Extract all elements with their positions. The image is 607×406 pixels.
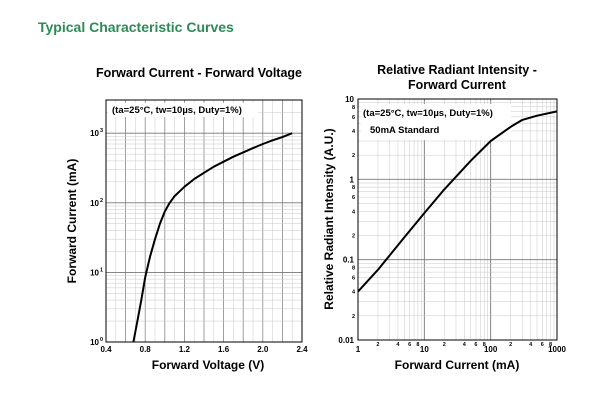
chart2-title-line2: Forward Current <box>408 78 507 92</box>
chart1-xlabel: Forward Voltage (V) <box>152 358 264 372</box>
chart1-y-tick-exponent: 1 <box>100 267 103 273</box>
chart1-annotation-bg <box>108 103 258 117</box>
chart2-y-minor-tick-label: 2 <box>352 153 355 159</box>
section-title: Typical Characteristic Curves <box>38 19 234 35</box>
chart2-x-minor-tick-label: 8 <box>549 342 552 348</box>
chart1-x-tick-label: 0.8 <box>140 345 152 354</box>
chart2-y-tick-label: 0.01 <box>338 336 354 345</box>
chart-forward-current-voltage: Forward Current - Forward Voltage 0.4 0.8… <box>65 66 308 372</box>
chart2-x-minor-tick-label: 2 <box>509 342 512 348</box>
chart2-x-tick-label: 1000 <box>548 345 566 354</box>
chart1-y-tick-exponent: 2 <box>100 198 103 204</box>
chart1-y-tick-exponent: 3 <box>100 128 103 134</box>
chart2-y-minor-tick-label: 8 <box>352 265 355 271</box>
chart1-x-tick-label: 2.0 <box>257 345 269 354</box>
chart1-title: Forward Current - Forward Voltage <box>96 66 302 80</box>
chart2-title-line1: Relative Radiant Intensity - <box>377 63 537 77</box>
chart2-series <box>357 110 558 293</box>
chart2-annotation-standard: 50mA Standard <box>370 125 440 136</box>
chart2-x-minor-tick-label: 4 <box>396 342 400 348</box>
chart1-y-tick-label: 10 <box>90 338 99 347</box>
chart2-ylabel: Relative Radiant Intensity (A.U.) <box>322 128 336 309</box>
chart2-y-minor-tick-label: 4 <box>352 290 356 296</box>
chart-relative-intensity-current: Relative Radiant Intensity - Forward Cur… <box>322 63 566 372</box>
chart2-annotation-bg <box>361 104 511 140</box>
chart1-y-tick-label: 10 <box>90 129 99 138</box>
chart1-series <box>132 132 293 343</box>
chart1-series-line <box>132 132 293 343</box>
chart2-x-minor-tick-label: 6 <box>408 342 411 348</box>
chart1-x-tick-label: 2.4 <box>296 345 308 354</box>
chart2-y-tick-label: 0.1 <box>343 256 355 265</box>
chart2-series-line <box>357 110 558 293</box>
chart1-plot-frame <box>105 99 303 343</box>
chart2-y-minor-tick-label: 4 <box>352 129 356 135</box>
chart2-x-minor-tick-label: 4 <box>529 342 533 348</box>
chart2-x-minor-tick-label: 6 <box>474 342 477 348</box>
chart2-y-minor-tick-label: 4 <box>352 209 356 215</box>
chart2-y-minor-tick-label: 2 <box>352 314 355 320</box>
chart2-y-ticks: 0.01 0.1 1 10 2 4 6 8 2 4 6 8 2 4 6 8 <box>338 95 356 345</box>
chart2-y-minor-tick-label: 8 <box>352 185 355 191</box>
chart2-y-minor-tick-label: 8 <box>352 105 355 111</box>
chart2-y-minor-tick-label: 6 <box>352 115 355 121</box>
chart2-x-minor-tick-label: 8 <box>416 342 419 348</box>
chart1-grid <box>106 100 302 342</box>
chart2-x-minor-tick-label: 8 <box>483 342 486 348</box>
chart2-annotation: (ta=25°C, tw=10µs, Duty=1%) <box>363 108 493 119</box>
chart1-x-tick-label: 0.4 <box>100 345 112 354</box>
chart2-x-minor-tick-label: 6 <box>541 342 544 348</box>
chart1-y-tick-exponent: 0 <box>100 337 103 343</box>
chart2-x-minor-tick-label: 2 <box>443 342 446 348</box>
chart1-annotation: (ta=25°C, tw=10µs, Duty=1%) <box>112 105 242 116</box>
chart2-x-tick-label: 100 <box>484 345 498 354</box>
chart1-y-tick-label: 10 <box>90 268 99 277</box>
chart2-xlabel: Forward Current (mA) <box>395 358 520 372</box>
chart1-x-ticks: 0.4 0.8 1.2 1.6 2.0 2.4 <box>100 345 308 354</box>
chart2-y-minor-tick-label: 2 <box>352 233 355 239</box>
chart2-y-minor-tick-label: 6 <box>352 275 355 281</box>
chart2-x-minor-tick-label: 4 <box>463 342 467 348</box>
chart2-x-tick-label: 10 <box>420 345 429 354</box>
chart1-y-tick-label: 10 <box>90 199 99 208</box>
chart2-grid <box>358 99 557 340</box>
chart1-ylabel: Forward Current (mA) <box>65 159 79 284</box>
chart2-y-tick-label: 1 <box>350 175 355 184</box>
chart2-x-minor-tick-label: 2 <box>376 342 379 348</box>
chart1-x-tick-label: 1.2 <box>179 345 191 354</box>
chart2-y-minor-tick-label: 6 <box>352 195 355 201</box>
chart2-x-tick-label: 1 <box>356 345 361 354</box>
chart2-y-tick-label: 10 <box>345 95 354 104</box>
chart2-plot-frame <box>357 98 558 341</box>
chart1-x-tick-label: 1.6 <box>218 345 230 354</box>
